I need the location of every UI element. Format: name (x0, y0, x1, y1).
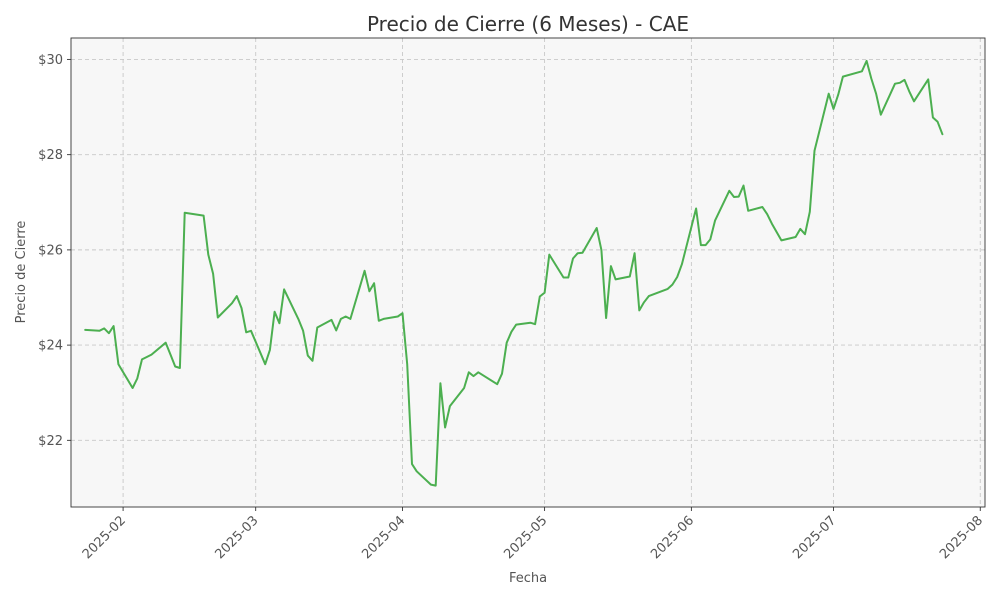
y-tick-label: $22 (38, 434, 63, 449)
grid-lines (71, 38, 985, 507)
y-tick-label: $30 (38, 53, 63, 68)
y-tick-label: $28 (38, 148, 63, 163)
plot-area (71, 38, 985, 507)
plot-frame (70, 37, 986, 508)
y-axis-label: Precio de Cierre (14, 221, 29, 324)
series-layer (84, 59, 944, 487)
price-series-line (84, 59, 944, 487)
y-axis: $22 $24 $26 $28 $30 (38, 53, 71, 449)
x-axis-label: Fecha (509, 571, 547, 586)
y-tick-label: $26 (38, 243, 63, 258)
chart-title: Precio de Cierre (6 Meses) - CAE (367, 12, 689, 36)
y-tick-label: $24 (38, 339, 63, 354)
